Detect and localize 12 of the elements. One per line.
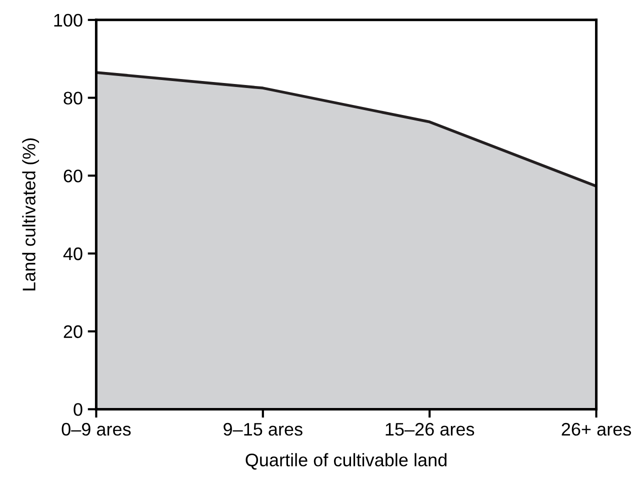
x-tick-label: 9–15 ares bbox=[224, 422, 302, 436]
x-axis-title: Quartile of cultivable land bbox=[246, 453, 446, 470]
x-tick-label: 0–9 ares bbox=[62, 422, 131, 436]
y-tick-label: 40 bbox=[63, 247, 82, 260]
y-tick-label: 0 bbox=[74, 403, 82, 416]
y-axis-title: Land cultivated (%) bbox=[22, 138, 39, 290]
x-tick-label: 26+ ares bbox=[562, 422, 632, 436]
x-tick-label: 15–26 ares bbox=[386, 422, 474, 436]
y-tick-label: 100 bbox=[54, 14, 82, 27]
y-tick-label: 80 bbox=[64, 92, 82, 105]
y-tick-label: 60 bbox=[64, 170, 82, 182]
y-tick-label: 20 bbox=[64, 325, 82, 338]
